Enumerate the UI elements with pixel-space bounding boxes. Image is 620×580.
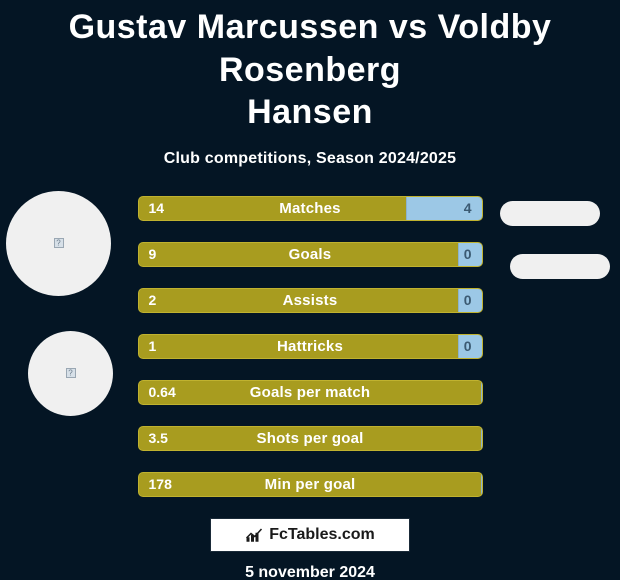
stat-label: Hattricks [139, 335, 482, 358]
stat-row: 178Min per goal [138, 472, 483, 497]
stat-left-value: 1 [139, 335, 167, 358]
comparison-area: 14Matches49Goals02Assists01Hattricks00.6… [0, 196, 620, 580]
stat-row: 9Goals0 [138, 242, 483, 267]
stat-right-value: 4 [454, 197, 482, 220]
stat-row: 1Hattricks0 [138, 334, 483, 359]
stat-left-value: 178 [139, 473, 182, 496]
stat-label: Min per goal [139, 473, 482, 496]
stat-label: Goals [139, 243, 482, 266]
player2-club-avatar [510, 254, 610, 279]
title-line-2: Hansen [0, 91, 620, 134]
stat-left-value: 14 [139, 197, 175, 220]
image-placeholder-icon [54, 238, 64, 248]
stat-right-value: 0 [454, 289, 482, 312]
stat-row: 3.5Shots per goal [138, 426, 483, 451]
date-text: 5 november 2024 [0, 564, 620, 580]
stat-left-value: 0.64 [139, 381, 186, 404]
page-title: Gustav Marcussen vs Voldby Rosenberg Han… [0, 0, 620, 134]
stat-row: 2Assists0 [138, 288, 483, 313]
stat-left-value: 3.5 [139, 427, 178, 450]
stat-right-value: 0 [454, 243, 482, 266]
comparison-bars: 14Matches49Goals02Assists01Hattricks00.6… [138, 196, 483, 497]
stat-label: Goals per match [139, 381, 482, 404]
title-line-1: Gustav Marcussen vs Voldby Rosenberg [0, 6, 620, 91]
player1-club-avatar [28, 331, 113, 416]
image-placeholder-icon [66, 368, 76, 378]
brand-text: FcTables.com [269, 526, 375, 544]
stat-label: Matches [139, 197, 482, 220]
brand-badge: FcTables.com [210, 518, 410, 552]
player1-avatar [6, 191, 111, 296]
stat-label: Shots per goal [139, 427, 482, 450]
stat-row: 14Matches4 [138, 196, 483, 221]
subtitle: Club competitions, Season 2024/2025 [0, 150, 620, 168]
stat-left-value: 9 [139, 243, 167, 266]
stat-label: Assists [139, 289, 482, 312]
stat-left-value: 2 [139, 289, 167, 312]
brand-chart-icon [245, 527, 263, 543]
stat-right-value: 0 [454, 335, 482, 358]
stat-row: 0.64Goals per match [138, 380, 483, 405]
player2-avatar [500, 201, 600, 226]
